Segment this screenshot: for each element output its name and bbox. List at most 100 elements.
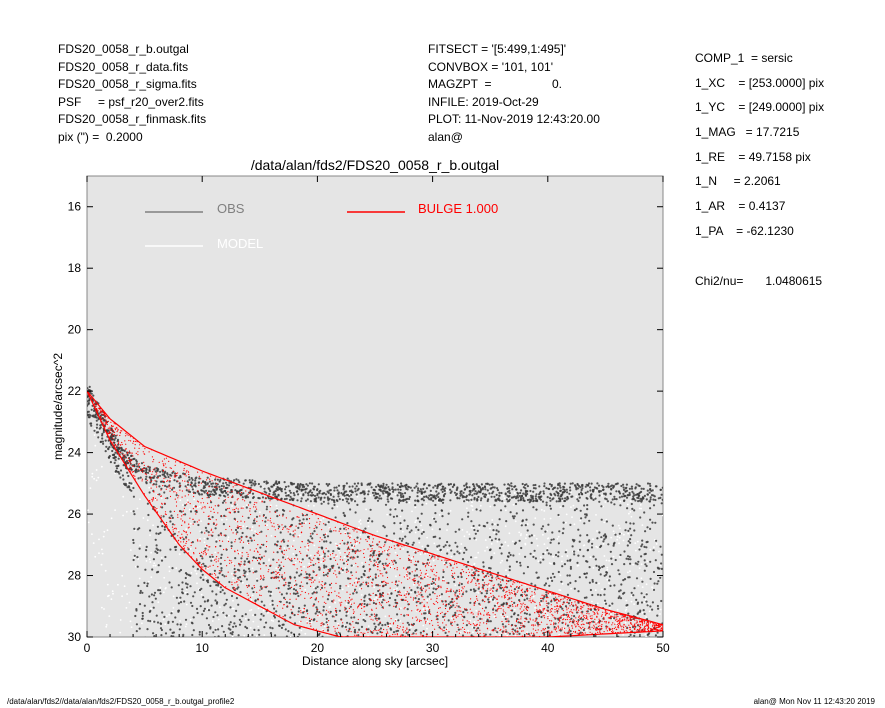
obs-point	[339, 584, 342, 588]
obs-point	[485, 592, 488, 595]
obs-point	[99, 426, 102, 429]
model-point	[475, 591, 478, 593]
obs-point	[396, 613, 399, 616]
obs-point	[508, 569, 511, 572]
obs-point	[629, 633, 632, 637]
bulge-point	[284, 558, 286, 560]
obs-point	[465, 624, 468, 627]
bulge-point	[155, 474, 157, 476]
bulge-point	[403, 576, 405, 578]
obs-point	[161, 611, 164, 614]
obs-point	[416, 517, 419, 520]
obs-point	[563, 482, 567, 485]
obs-point	[326, 572, 329, 575]
obs-point	[388, 596, 391, 600]
bulge-point	[281, 540, 283, 542]
obs-point	[513, 601, 516, 605]
obs-point	[373, 489, 376, 492]
obs-point	[237, 510, 240, 513]
bulge-point	[259, 553, 261, 556]
model-point	[469, 619, 471, 622]
obs-point	[476, 491, 479, 494]
bulge-point	[617, 615, 619, 618]
obs-point	[290, 482, 294, 485]
bulge-point	[503, 627, 505, 629]
obs-point	[315, 500, 318, 503]
obs-point	[258, 562, 261, 565]
obs-point	[157, 570, 160, 574]
bulge-point	[460, 574, 462, 576]
obs-point	[467, 515, 470, 518]
bulge-point	[264, 524, 266, 526]
obs-point	[536, 641, 538, 643]
model-point	[422, 624, 425, 627]
obs-point	[326, 497, 330, 500]
bulge-point	[237, 549, 239, 551]
obs-point	[372, 642, 374, 644]
obs-point	[496, 523, 499, 527]
obs-point	[499, 509, 503, 512]
obs-point	[223, 592, 226, 595]
obs-point	[527, 620, 530, 624]
obs-point	[442, 498, 445, 501]
bulge-point	[520, 616, 522, 618]
model-point	[359, 523, 362, 525]
obs-point	[310, 494, 313, 497]
bulge-point	[312, 628, 315, 630]
model-point	[421, 529, 424, 531]
obs-point	[453, 580, 456, 584]
obs-point	[438, 537, 441, 540]
obs-point	[139, 476, 142, 479]
model-point	[651, 586, 653, 589]
obs-point	[624, 529, 627, 532]
model-point	[357, 526, 360, 529]
obs-point	[353, 500, 357, 503]
obs-point	[232, 641, 234, 643]
obs-point	[138, 527, 141, 530]
obs-point	[434, 497, 437, 500]
obs-point	[454, 591, 457, 594]
obs-point	[569, 630, 572, 633]
obs-point	[363, 569, 366, 573]
model-point	[566, 555, 569, 557]
bulge-point	[371, 556, 374, 558]
obs-point	[640, 545, 643, 548]
model-point	[244, 617, 247, 620]
obs-point	[639, 516, 642, 519]
bulge-point	[244, 521, 246, 523]
bulge-point	[146, 479, 148, 481]
obs-point	[414, 597, 417, 600]
bulge-point	[418, 601, 420, 603]
obs-point	[474, 589, 477, 592]
obs-point	[514, 629, 517, 632]
obs-point	[493, 604, 496, 607]
obs-point	[283, 596, 286, 600]
obs-point	[239, 591, 242, 594]
obs-point	[264, 516, 267, 519]
model-point	[486, 546, 488, 549]
model-point	[320, 555, 322, 558]
model-point	[479, 504, 482, 507]
obs-point	[301, 558, 304, 561]
bulge-point	[351, 548, 353, 551]
model-point	[129, 549, 132, 551]
obs-point	[265, 508, 268, 511]
model-point	[232, 599, 234, 602]
obs-point	[198, 633, 201, 636]
bulge-point	[349, 548, 351, 551]
obs-point	[428, 494, 431, 497]
bulge-point	[234, 519, 237, 521]
obs-point	[287, 584, 290, 587]
model-point	[622, 539, 625, 542]
model-point	[488, 631, 491, 633]
obs-point	[463, 551, 466, 554]
obs-point	[483, 486, 487, 489]
model-point	[101, 606, 103, 609]
model-point	[249, 627, 252, 629]
bulge-point	[347, 556, 349, 558]
model-point	[352, 564, 355, 567]
model-point	[473, 562, 476, 565]
obs-point	[374, 491, 377, 494]
obs-point	[356, 555, 359, 559]
model-point	[512, 540, 514, 543]
